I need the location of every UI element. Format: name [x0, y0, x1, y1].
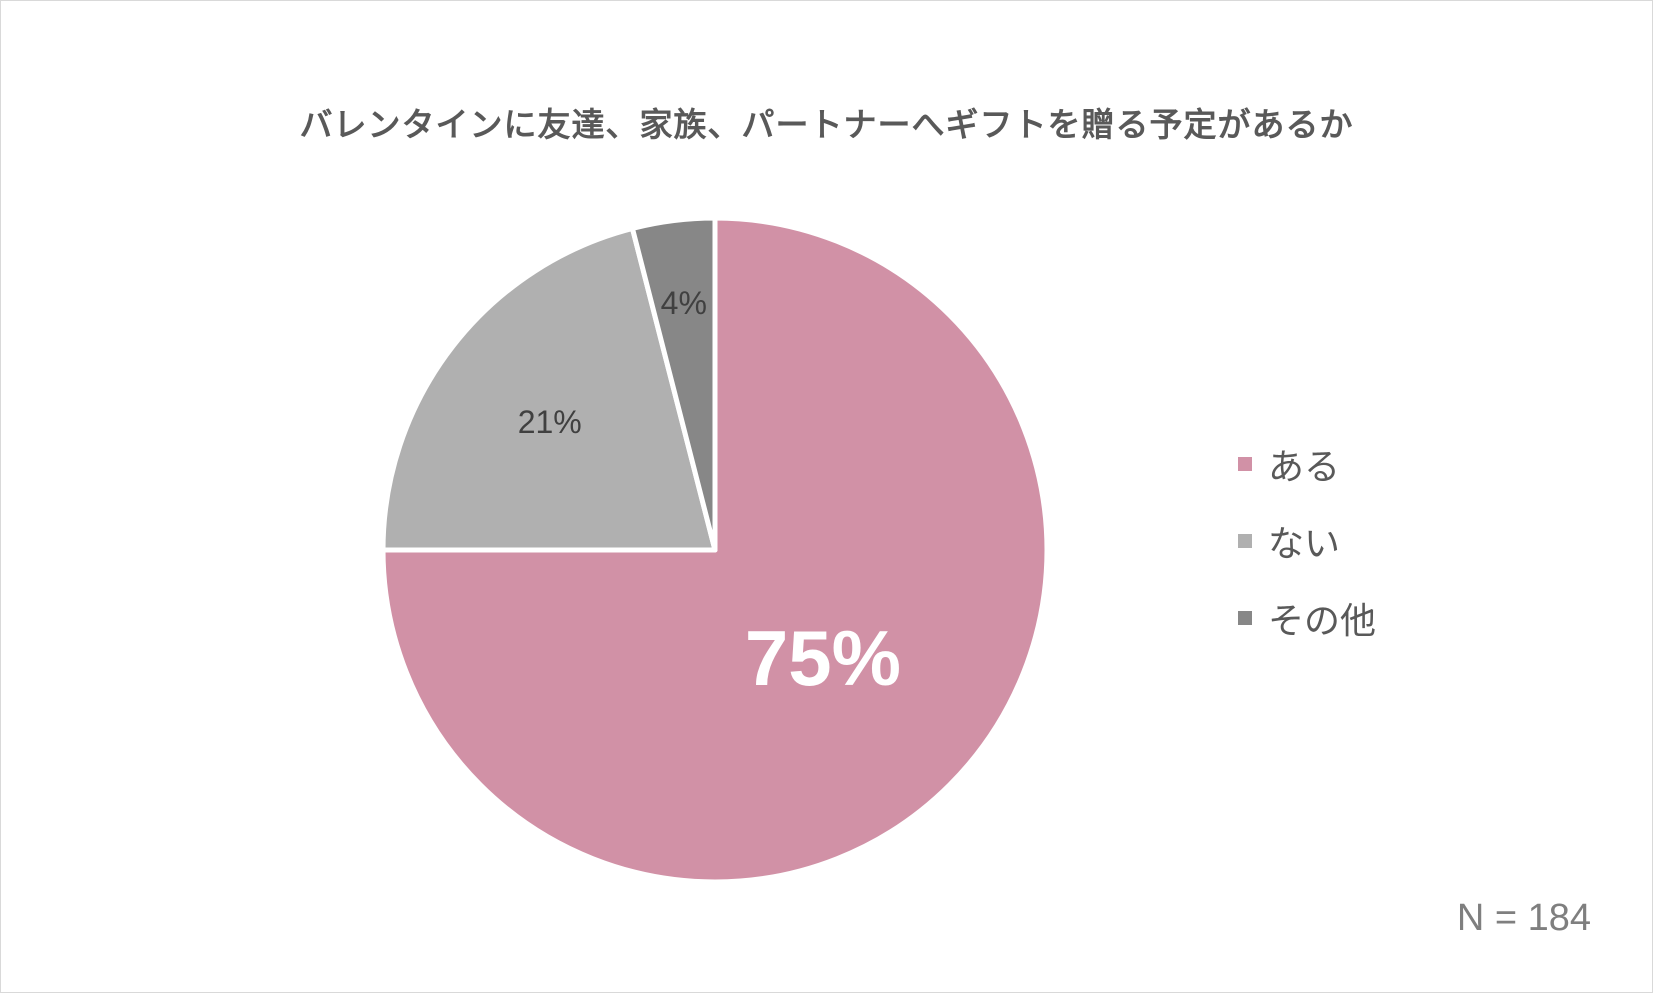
- slice-label-2: 21%: [518, 404, 582, 440]
- slice-label-3: 4%: [661, 285, 707, 321]
- legend-label: その他: [1268, 600, 1377, 642]
- legend-label: ある: [1268, 446, 1341, 488]
- pie-slice-3: [629, 215, 718, 553]
- legend: ある ない その他: [1238, 443, 1376, 674]
- legend-item-3: その他: [1238, 597, 1376, 642]
- legend-swatch: [1238, 533, 1252, 548]
- pie-slice-1: [380, 215, 1050, 885]
- slice-label-1: 75%: [745, 614, 901, 702]
- legend-item-2: ない: [1238, 520, 1376, 565]
- legend-swatch: [1238, 610, 1252, 625]
- legend-item-1: ある: [1238, 443, 1376, 488]
- chart-title: バレンタインに友達、家族、パートナーへギフトを贈る予定があるか: [299, 105, 1354, 144]
- pie-slice-2: [380, 225, 718, 553]
- legend-swatch: [1238, 456, 1252, 471]
- legend-label: ない: [1268, 523, 1341, 565]
- sample-size-note: N = 184: [1456, 897, 1591, 939]
